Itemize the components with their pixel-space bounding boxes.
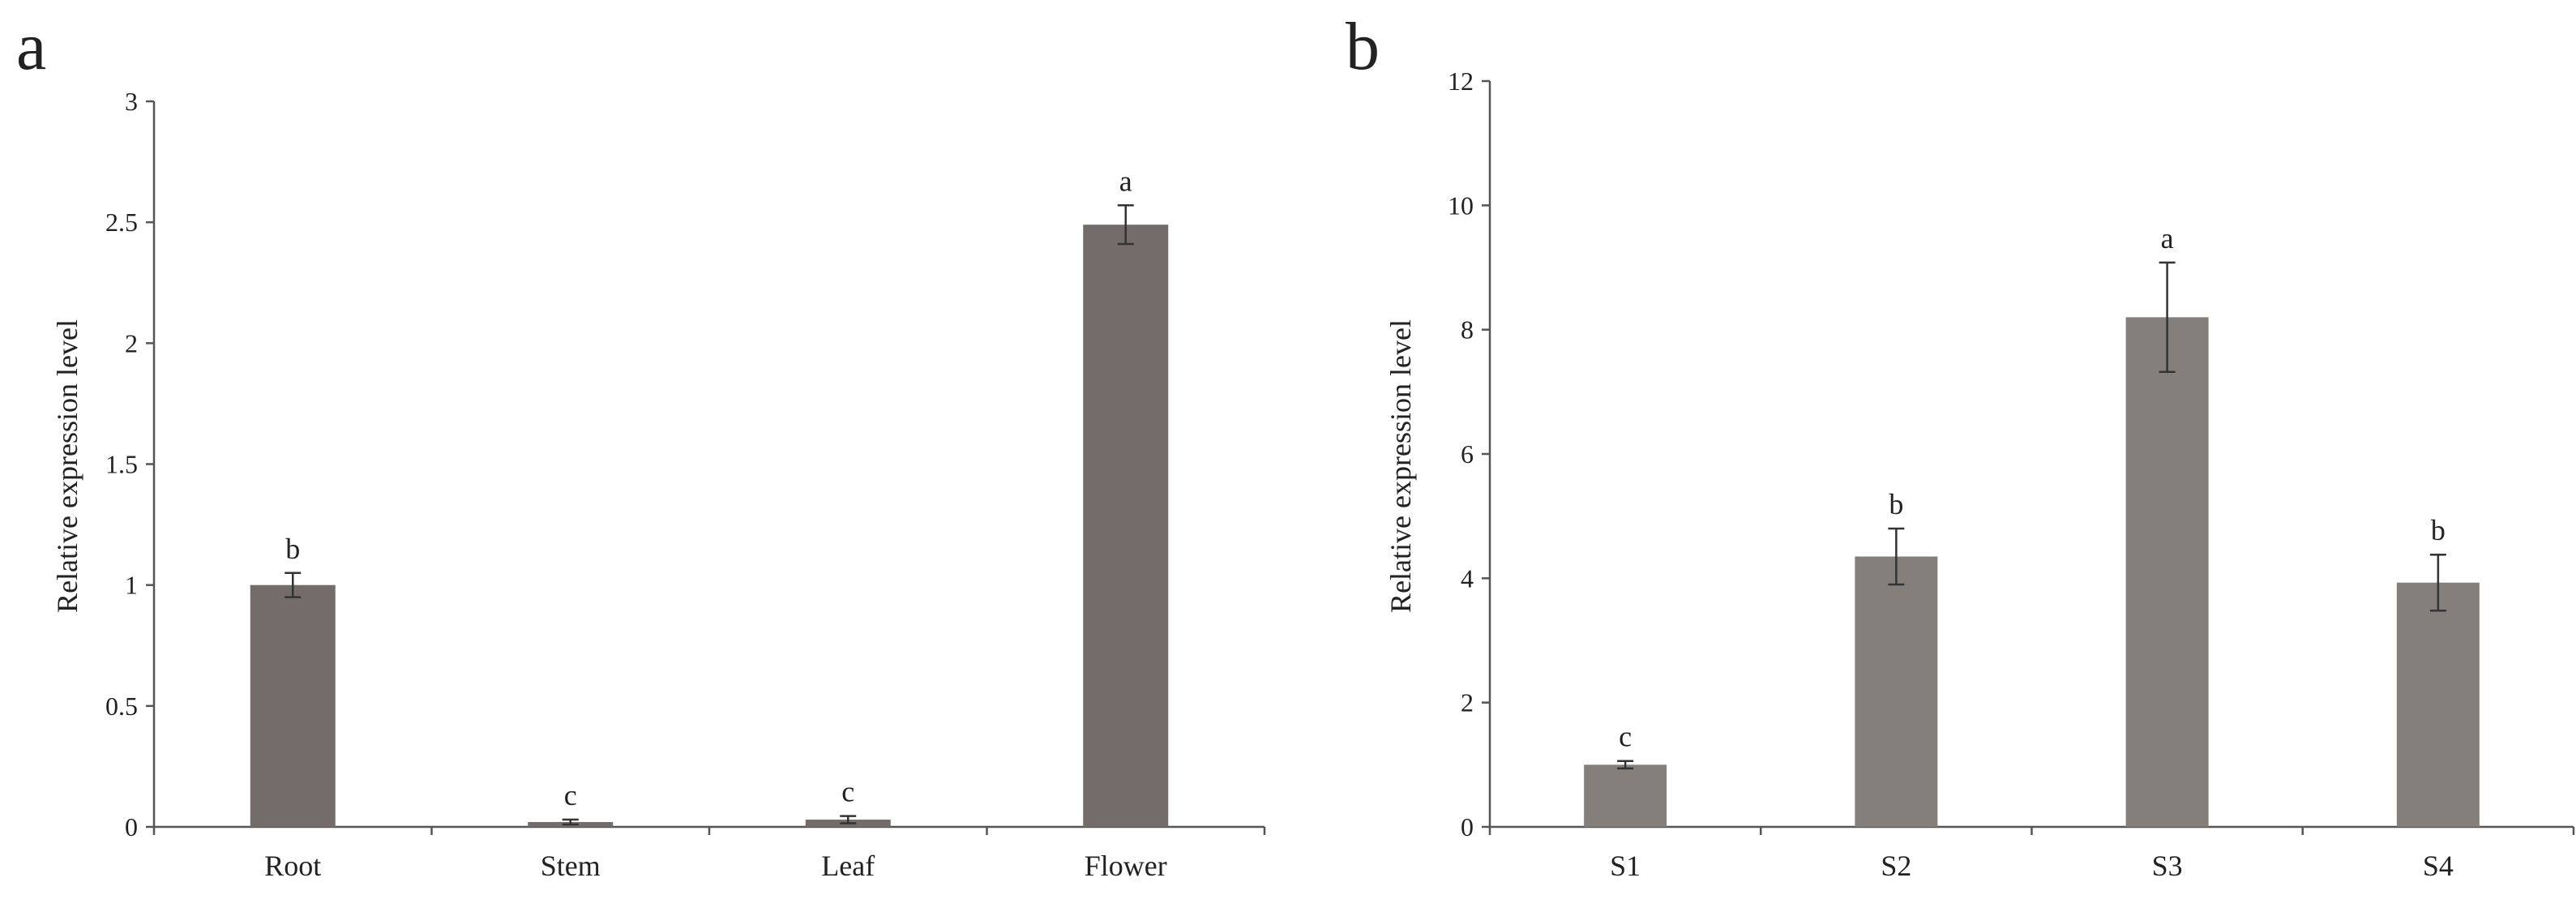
panel-a-category-label: Flower bbox=[1085, 850, 1167, 882]
panel-b-bar bbox=[2396, 582, 2480, 827]
panel-b-letter: b bbox=[1346, 9, 1380, 84]
panel-b-significance-label: a bbox=[2161, 222, 2174, 255]
panel-a-bar bbox=[1083, 225, 1169, 827]
panel-a: a Relative expression level 0 0.5 1 1.5 2 2.5… bbox=[16, 9, 1266, 882]
panel-a-significance-label: a bbox=[1119, 165, 1132, 197]
panel-a-y-tick-label: 1 bbox=[125, 571, 138, 600]
panel-a-bar bbox=[250, 584, 336, 827]
panel-a-y-tick-label: 0.5 bbox=[105, 691, 138, 721]
panel-b-category-label: S4 bbox=[2423, 850, 2454, 882]
panel-b-significance-label: c bbox=[1619, 721, 1632, 753]
panel-b-y-tick-label: 8 bbox=[1461, 315, 1474, 345]
panel-a-y-tick-label: 2 bbox=[125, 328, 138, 358]
panel-b-y-tick-label: 0 bbox=[1461, 812, 1474, 841]
panel-b-bar bbox=[1855, 556, 1938, 827]
panel-a-y-tick-label: 0 bbox=[125, 812, 138, 841]
panel-b-significance-label: b bbox=[2431, 514, 2445, 546]
panel-a-significance-label: b bbox=[285, 533, 300, 565]
panel-b-category-label: S2 bbox=[1881, 850, 1911, 882]
panel-b-bar bbox=[2125, 317, 2209, 827]
panel-b-y-tick-label: 6 bbox=[1461, 439, 1474, 469]
panel-a-y-axis-label: Relative expression level bbox=[51, 319, 83, 613]
panel-b-y-tick-label: 10 bbox=[1448, 191, 1474, 220]
panel-b-y-axis-label: Relative expression level bbox=[1384, 319, 1417, 613]
panel-b-category-label: S3 bbox=[2152, 850, 2183, 882]
panel-a-category-label: Leaf bbox=[821, 850, 875, 882]
panel-b-category-label: S1 bbox=[1610, 850, 1641, 882]
panel-a-letter: a bbox=[16, 9, 46, 84]
panel-b-bar bbox=[1584, 764, 1667, 827]
panel-a-significance-label: c bbox=[841, 776, 854, 808]
panel-a-y-tick-label: 2.5 bbox=[105, 208, 138, 237]
panel-b-y-tick-label: 2 bbox=[1461, 688, 1474, 717]
panel-a-significance-label: c bbox=[564, 779, 577, 811]
panel-a-y-tick-label: 1.5 bbox=[105, 450, 138, 479]
panel-b: b Relative expression level 0 2 4 6 8 10 12 c S1… bbox=[1346, 9, 2575, 882]
panel-b-significance-label: b bbox=[1889, 488, 1903, 520]
panel-a-category-label: Stem bbox=[541, 850, 601, 882]
panel-a-y-tick-label: 3 bbox=[125, 87, 138, 116]
panel-b-y-tick-label: 4 bbox=[1461, 563, 1474, 593]
panel-a-category-label: Root bbox=[264, 850, 321, 882]
panel-b-y-tick-label: 12 bbox=[1448, 66, 1474, 96]
